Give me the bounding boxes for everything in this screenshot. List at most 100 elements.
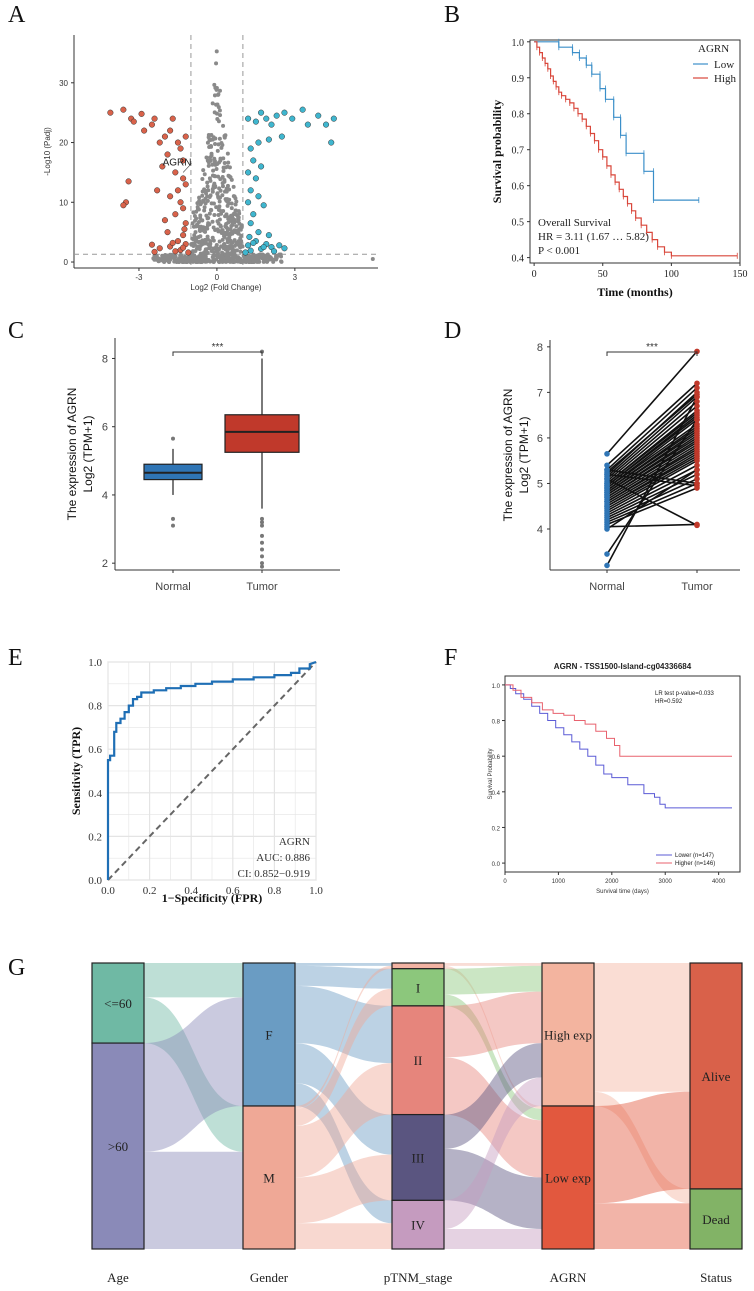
ns-point xyxy=(168,252,173,257)
sankey-axis-label: Age xyxy=(107,1270,129,1285)
y-tick-label: 0.4 xyxy=(512,254,525,265)
legend-label: Low xyxy=(714,59,734,71)
panel-letter-a: A xyxy=(8,2,26,28)
up-point xyxy=(330,115,337,122)
ns-point xyxy=(210,235,215,240)
ns-point xyxy=(178,253,183,258)
sankey-flow xyxy=(144,1151,243,1249)
pair-line xyxy=(606,350,698,455)
km-annotation: HR=0.592 xyxy=(655,699,683,705)
sankey-node xyxy=(541,1105,595,1250)
x-tick-label: Normal xyxy=(155,581,190,593)
ns-point xyxy=(191,210,196,215)
km-curve-0 xyxy=(504,684,732,809)
ns-point xyxy=(202,187,207,192)
sankey-node-label: Dead xyxy=(702,1212,730,1227)
down-point xyxy=(164,151,171,158)
ns-point xyxy=(370,257,375,262)
down-point xyxy=(180,232,187,239)
up-point xyxy=(304,121,311,128)
ns-point xyxy=(226,220,231,225)
ns-point xyxy=(215,148,220,153)
x-tick-label: 0 xyxy=(503,879,507,885)
pair-line xyxy=(606,457,698,510)
up-point xyxy=(258,163,265,170)
down-point xyxy=(182,220,189,227)
sankey-node-label: I xyxy=(416,980,420,995)
up-point xyxy=(328,139,335,146)
km-curve-low xyxy=(534,41,699,201)
ns-point xyxy=(226,160,231,165)
y-tick-label: 10 xyxy=(59,198,68,207)
ns-point xyxy=(222,246,227,251)
ns-point xyxy=(187,255,192,260)
agrn-label: AGRN xyxy=(163,157,192,168)
up-point xyxy=(263,115,270,122)
tumor-point xyxy=(694,476,700,482)
sankey-node-label: <=60 xyxy=(104,996,132,1011)
ns-point xyxy=(196,224,201,229)
ns-point xyxy=(194,237,199,242)
boxplot-c: 2 4 6 8 Normal Tumor *** The expression of AGRN… xyxy=(65,338,340,593)
ns-point xyxy=(226,247,231,252)
ns-point xyxy=(208,178,213,183)
ns-point xyxy=(237,242,242,247)
pair-line xyxy=(606,405,698,482)
down-point xyxy=(180,244,187,251)
ns-point xyxy=(160,256,165,261)
ns-point xyxy=(234,255,239,260)
down-point xyxy=(156,139,163,146)
down-point xyxy=(161,217,168,224)
down-point xyxy=(169,115,176,122)
significance-label: *** xyxy=(646,342,658,353)
down-point xyxy=(161,133,168,140)
down-point xyxy=(167,193,174,200)
ns-point xyxy=(172,254,177,259)
up-point xyxy=(255,193,262,200)
x-tick-label: -3 xyxy=(135,273,143,282)
y-tick-label: 0.7 xyxy=(512,146,525,157)
x-tick-label: 2000 xyxy=(605,879,619,885)
ns-point xyxy=(236,228,241,233)
sankey-node-label: Alive xyxy=(702,1069,731,1084)
outlier-point xyxy=(260,516,264,521)
ns-point xyxy=(215,191,220,196)
ns-point xyxy=(236,231,241,236)
ns-point xyxy=(222,134,227,139)
down-point xyxy=(169,239,176,246)
ns-point xyxy=(192,243,197,248)
x-tick-label: Tumor xyxy=(681,581,713,593)
down-point xyxy=(156,245,163,252)
ns-point xyxy=(251,252,256,257)
ns-point xyxy=(225,151,230,156)
tumor-point xyxy=(694,471,700,478)
sankey-flow xyxy=(295,1154,392,1224)
panel-letter-d: D xyxy=(444,318,461,344)
ns-point xyxy=(225,199,230,204)
legend-label: Lower (n=147) xyxy=(675,853,714,859)
ns-point xyxy=(232,250,237,255)
down-point xyxy=(174,139,181,146)
km-curve-high xyxy=(534,41,738,257)
ns-point xyxy=(208,207,213,212)
y-tick-label: 0.6 xyxy=(512,182,525,193)
normal-point xyxy=(604,523,610,530)
ns-point xyxy=(199,242,204,247)
panel-letter-c: C xyxy=(8,318,24,344)
ns-point xyxy=(220,181,225,186)
pair-line xyxy=(606,469,698,530)
panel-letter-b: B xyxy=(444,2,460,28)
ns-point xyxy=(203,249,208,254)
ns-point xyxy=(217,136,222,141)
ns-point xyxy=(211,135,216,140)
outlier-point xyxy=(171,436,175,441)
ns-point xyxy=(196,234,201,239)
roc-curve xyxy=(106,660,317,880)
pair-line xyxy=(606,523,698,528)
ns-point xyxy=(207,211,212,216)
y-tick-label: 4 xyxy=(102,490,108,502)
ns-point xyxy=(180,259,185,264)
ns-point xyxy=(210,101,215,106)
x-tick-label: 0.8 xyxy=(268,885,282,897)
ns-point xyxy=(222,189,227,194)
